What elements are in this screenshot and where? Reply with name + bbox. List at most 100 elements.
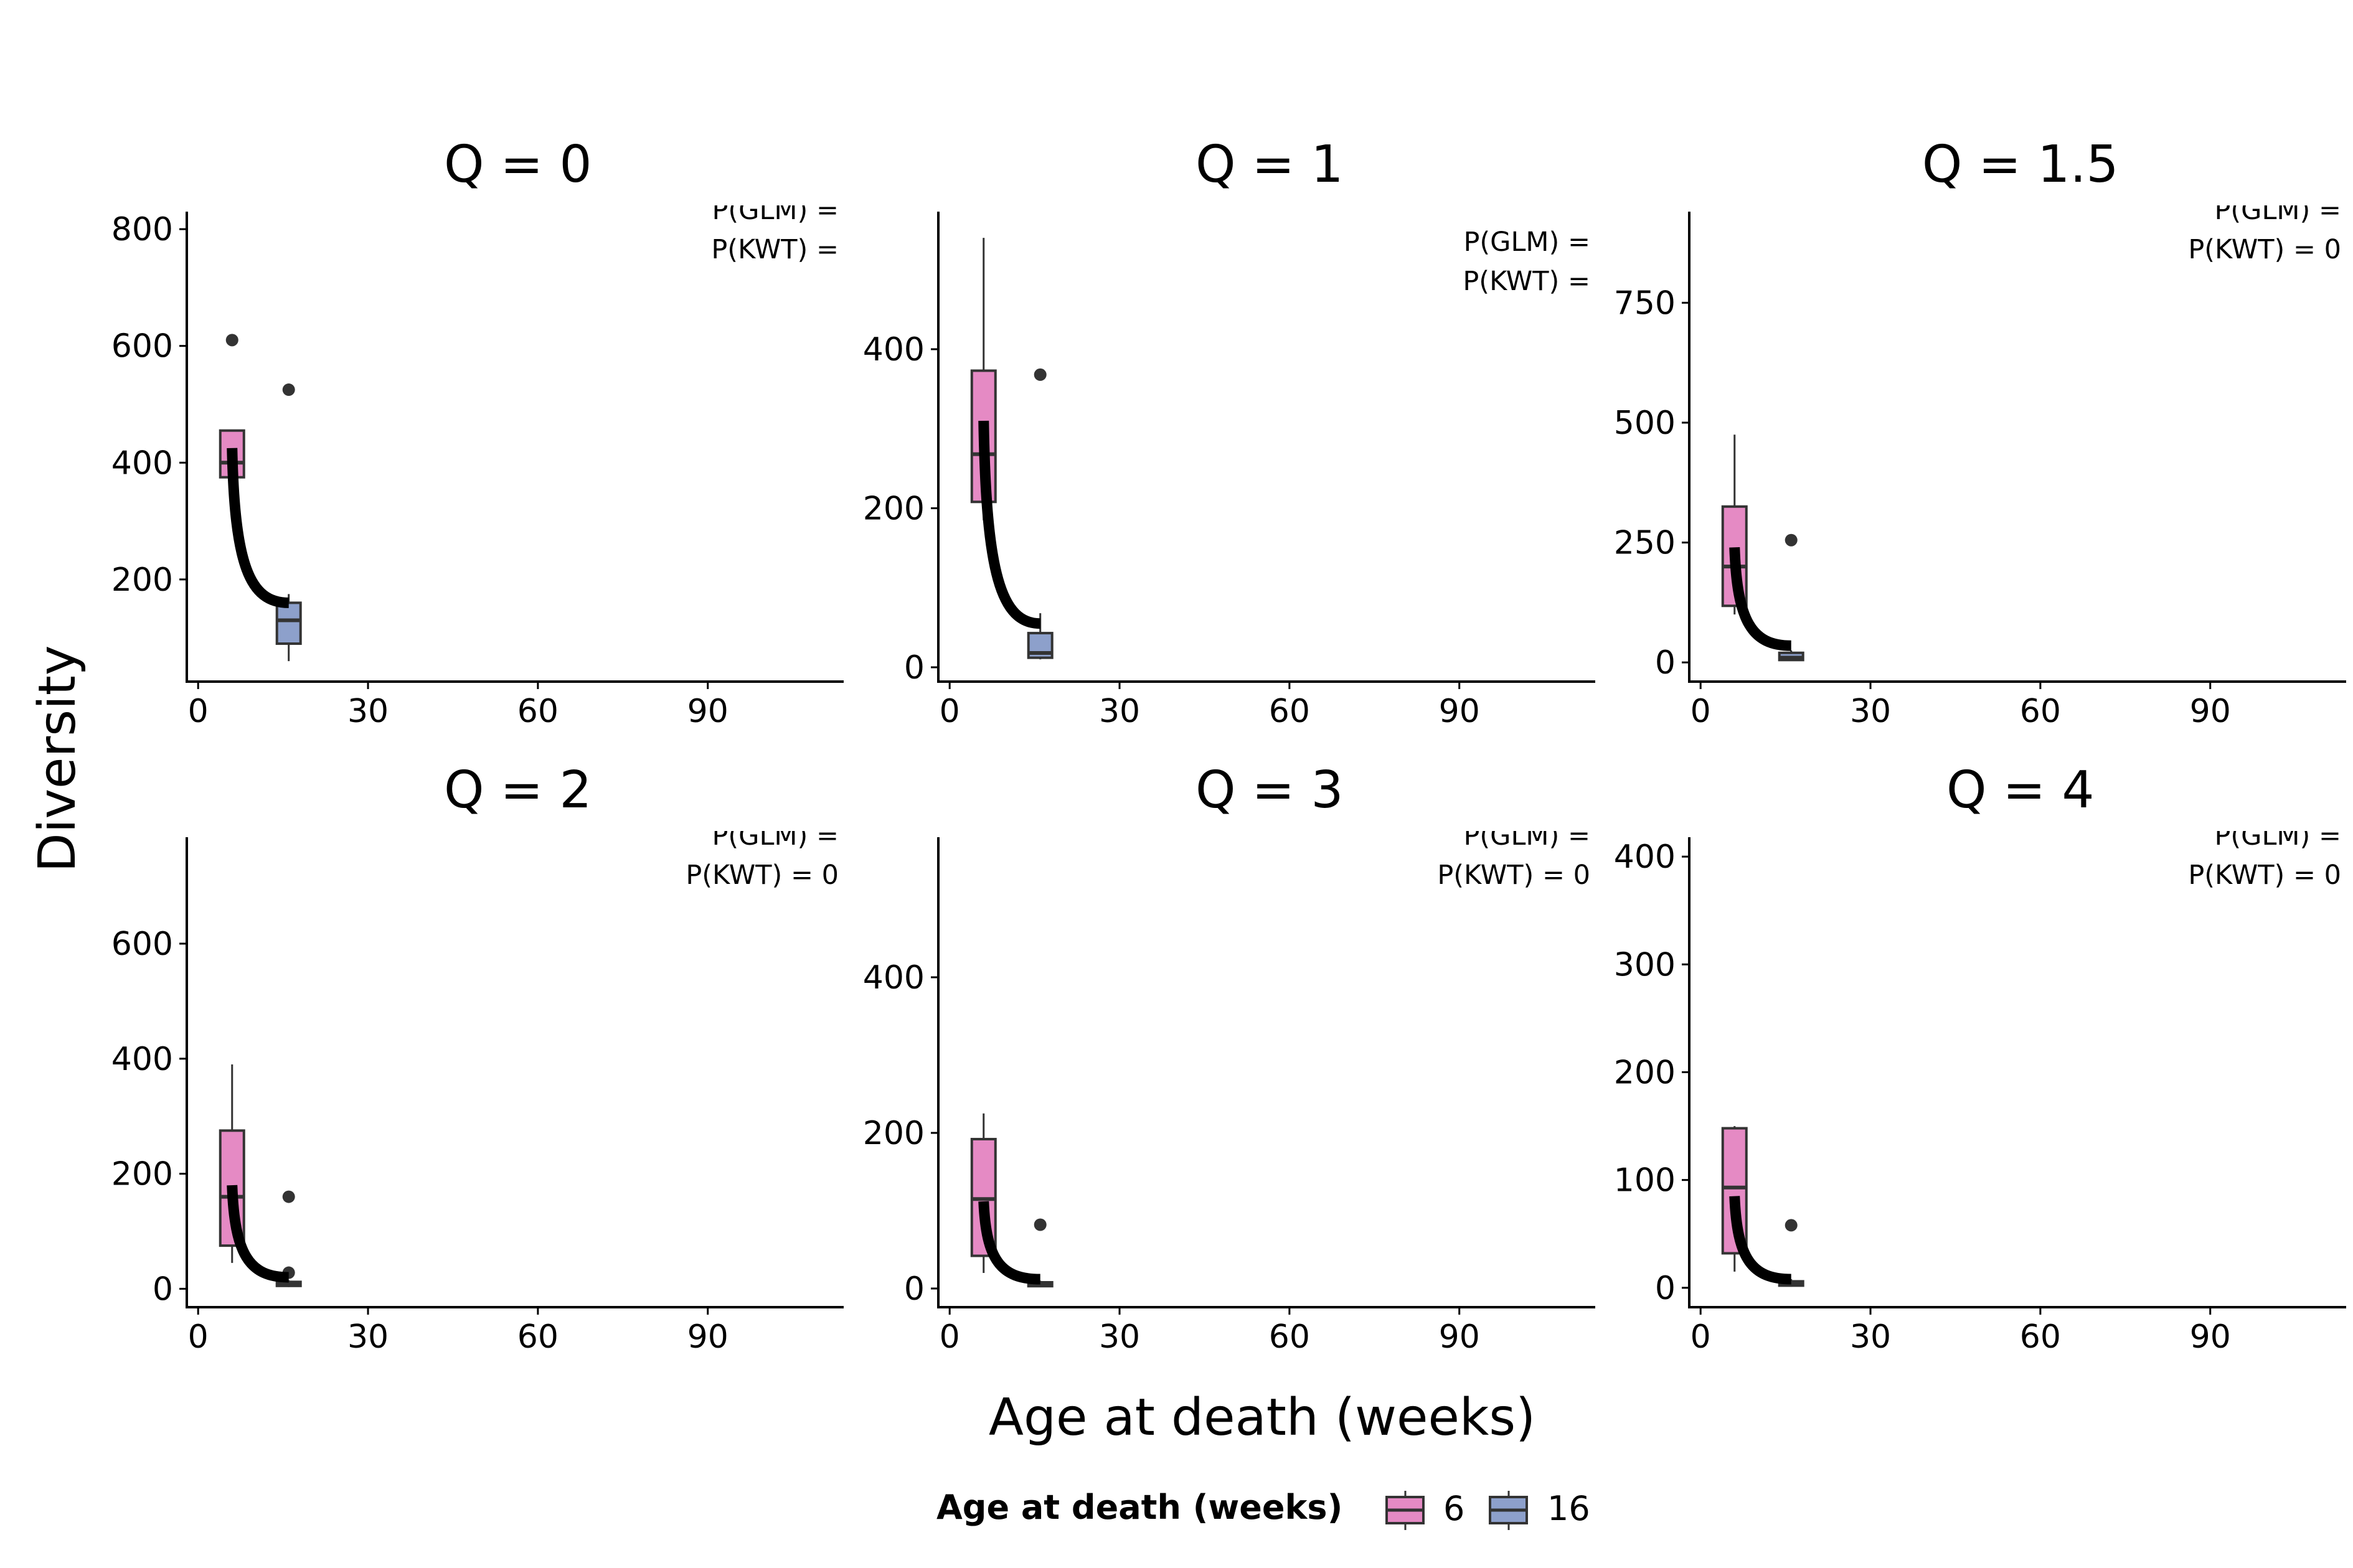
p-glm-label: P(GLM) = [2214,820,2341,852]
panel-2: Q = 1 0 200 400 0 30 60 90 P(GLM) = P(KWT) = [863,135,1595,730]
p-glm-label: P(GLM) = [1463,820,1590,852]
x-tick-label: 60 [517,1318,559,1356]
x-tick-label: 0 [188,1318,209,1356]
legend-label-6: 6 [1443,1489,1464,1528]
y-tick-label: 0 [904,649,925,687]
legend-title: Age at death (weeks) [936,1488,1342,1527]
panel-title: Q = 2 [444,761,592,820]
p-glm-label: P(GLM) = [1463,227,1590,258]
y-tick-label: 0 [904,1270,925,1308]
panel-5: Q = 3 0 200 400 0 30 60 90 P(GLM) = P(KWT) = 0 [863,761,1595,1356]
p-kwt-label: P(KWT) = 0 [2188,234,2341,265]
x-tick-label: 60 [1269,693,1310,730]
x-tick-label: 90 [687,1318,729,1356]
outlier-point [1785,533,1798,547]
box-body [1721,1127,1748,1255]
trend-line [1729,547,1791,651]
y-tick-label: 400 [111,444,173,482]
x-tick-label: 30 [1099,693,1140,730]
x-tick-label: 90 [687,693,729,730]
x-axis-label: Age at death (weeks) [989,1388,1535,1447]
y-axis-label: Diversity [28,646,87,873]
x-tick-label: 90 [2190,1318,2231,1356]
box-16wk [1778,533,1804,662]
trend-line [1729,1196,1791,1285]
outlier-point [1785,1219,1798,1232]
p-glm-label: P(GLM) = [712,195,839,226]
x-tick-label: 30 [1099,1318,1140,1356]
panel-4: Q = 2 0 200 400 600 0 30 60 90 P(GLM) = P(KWT) = 0 [111,761,844,1356]
panel-3: Q = 1.5 0 250 500 750 0 30 60 90 P(GLM) = P(KWT) =… [1614,135,2346,730]
y-tick-label: 100 [1614,1162,1676,1199]
y-tick-label: 200 [111,561,173,599]
outlier-point [1034,368,1047,381]
p-glm-label: P(GLM) = [2214,195,2341,226]
x-tick-label: 30 [1850,693,1891,730]
box-6wk [1721,1126,1748,1272]
outlier-point [1034,1218,1047,1231]
x-tick-label: 0 [1690,693,1711,730]
outlier-point [282,383,295,397]
legend-key-6 [1385,1491,1425,1530]
x-tick-label: 30 [1850,1318,1891,1356]
panel-title: Q = 4 [1946,761,2095,820]
y-tick-label: 400 [863,331,925,369]
x-tick-label: 60 [1269,1318,1310,1356]
trend-line [227,1185,289,1283]
outlier-point [282,1190,295,1203]
box-body [275,601,302,646]
p-kwt-label: P(KWT) = 0 [1437,860,1590,891]
x-tick-label: 90 [2190,693,2231,730]
trend-line [227,448,290,608]
panel-title: Q = 0 [444,135,592,194]
x-tick-label: 90 [1439,1318,1480,1356]
p-value-annotation: P(GLM) = P(KWT) = [1463,227,1590,297]
x-tick-label: 30 [347,693,389,730]
trend-line [978,420,1041,629]
x-tick-label: 0 [940,693,960,730]
y-tick-label: 600 [111,328,173,365]
p-value-annotation: P(GLM) = P(KWT) = 0 [2188,195,2341,265]
y-tick-label: 0 [1655,644,1676,682]
y-tick-label: 500 [1614,405,1676,442]
panel-title: Q = 1 [1195,135,1344,194]
trend-line [978,1201,1040,1285]
y-tick-label: 400 [111,1041,173,1078]
p-kwt-label: P(KWT) = 0 [686,860,839,891]
p-glm-label: P(GLM) = [712,820,839,852]
x-tick-label: 0 [940,1318,960,1356]
x-tick-label: 90 [1439,693,1480,730]
box-16wk [275,383,302,662]
p-kwt-label: P(KWT) = [711,234,839,265]
x-tick-label: 60 [2020,693,2061,730]
y-tick-label: 300 [1614,946,1676,984]
y-tick-label: 400 [863,959,925,997]
x-tick-label: 60 [2020,1318,2061,1356]
panel-title: Q = 1.5 [1922,135,2119,194]
panel-1: Q = 0 200 400 600 800 0 30 60 90 P(GLM) = P(KWT) = [111,135,844,730]
y-tick-label: 600 [111,926,173,963]
p-kwt-label: P(KWT) = 0 [2188,860,2341,891]
x-tick-label: 60 [517,693,559,730]
p-value-annotation: P(GLM) = P(KWT) = 0 [686,820,839,891]
y-tick-label: 200 [863,491,925,528]
x-tick-label: 0 [1690,1318,1711,1356]
y-tick-label: 400 [1614,838,1676,876]
panel-title: Q = 3 [1195,761,1344,820]
legend: Age at death (weeks) 6 16 [936,1488,1590,1530]
p-value-annotation: P(GLM) = P(KWT) = 0 [2188,820,2341,891]
legend-label-16: 16 [1547,1489,1590,1528]
y-tick-label: 250 [1614,525,1676,562]
p-value-annotation: P(GLM) = P(KWT) = [711,195,839,265]
y-tick-label: 0 [153,1270,173,1308]
legend-key-16 [1489,1491,1528,1530]
outlier-point [225,334,238,347]
p-kwt-label: P(KWT) = [1463,266,1590,297]
box-16wk [1027,368,1054,660]
y-tick-label: 200 [111,1156,173,1193]
y-tick-label: 0 [1655,1270,1676,1307]
x-tick-label: 30 [347,1318,389,1356]
y-tick-label: 800 [111,211,173,248]
